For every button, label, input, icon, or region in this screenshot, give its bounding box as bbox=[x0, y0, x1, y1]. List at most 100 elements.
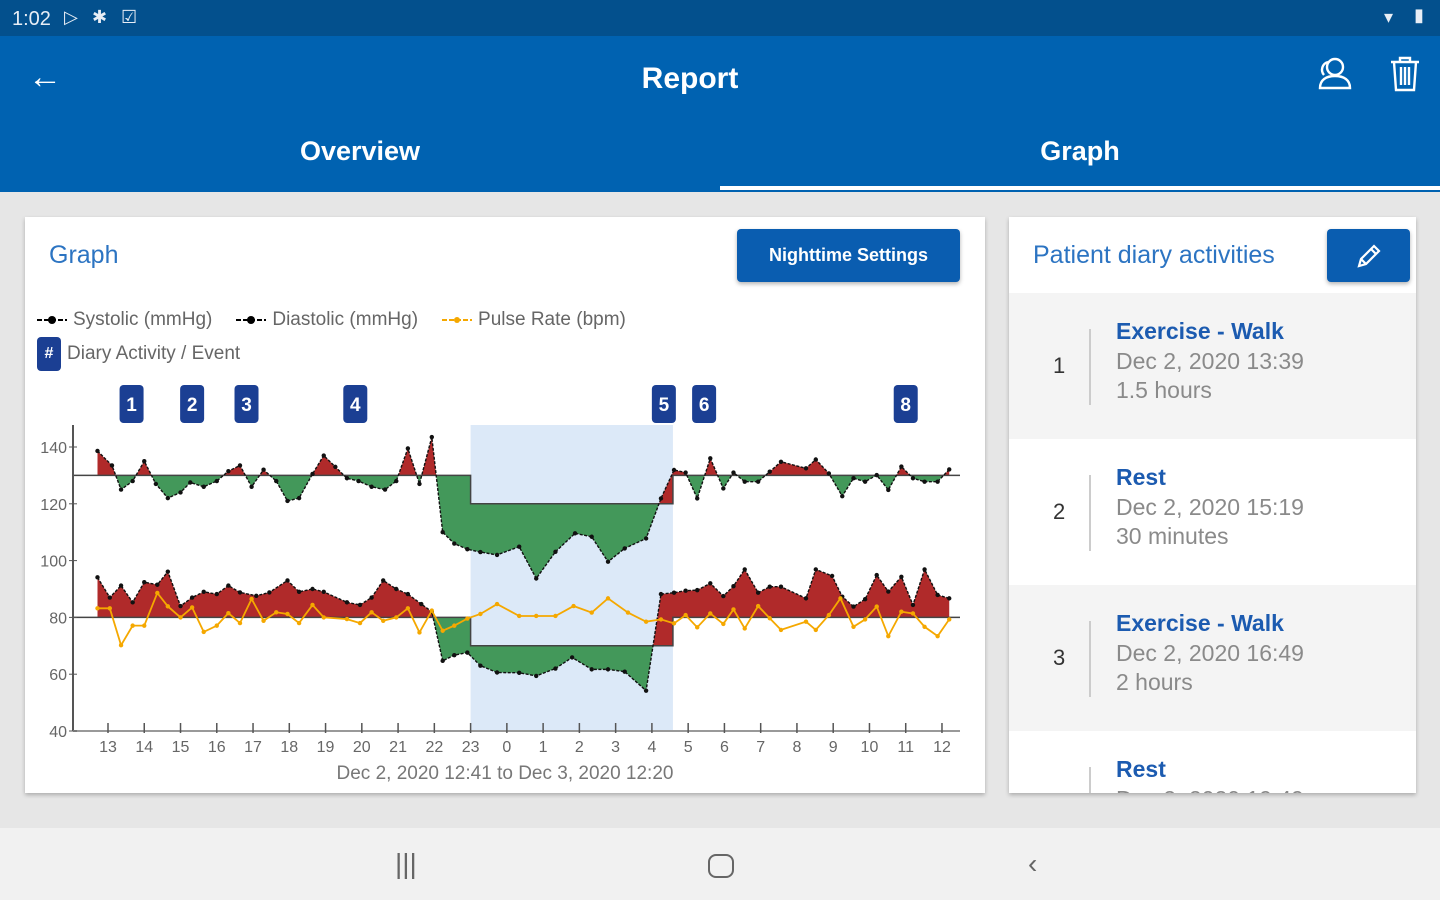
pulse-point bbox=[369, 610, 374, 615]
back-arrow-icon[interactable]: ← bbox=[28, 58, 62, 96]
systolic-point bbox=[947, 467, 952, 472]
diastolic-point bbox=[778, 584, 784, 589]
diary-header: Patient diary activities bbox=[1009, 217, 1416, 293]
nighttime-settings-button[interactable]: Nighttime Settings bbox=[737, 229, 960, 282]
diary-item[interactable]: 3 Exercise - Walk Dec 2, 2020 16:49 2 ho… bbox=[1009, 585, 1416, 731]
diastolic-point bbox=[465, 650, 470, 655]
pulse-point bbox=[778, 627, 784, 633]
trash-icon[interactable] bbox=[1383, 52, 1427, 96]
x-tick-label: 13 bbox=[99, 739, 117, 756]
pulse-point bbox=[452, 623, 457, 628]
pulse-point bbox=[910, 611, 916, 616]
systolic-point bbox=[405, 446, 411, 451]
diastolic-point bbox=[569, 655, 575, 660]
diary-item-divider bbox=[1089, 475, 1091, 551]
systolic-point bbox=[721, 486, 726, 491]
y-tick-label: 80 bbox=[49, 610, 67, 627]
pulse-point bbox=[671, 621, 677, 626]
diastolic-point bbox=[803, 596, 809, 601]
tab-overview[interactable]: Overview bbox=[299, 136, 421, 166]
diastolic-point bbox=[130, 600, 135, 605]
diary-event-marker[interactable]: 5 bbox=[651, 385, 676, 423]
play-icon: ▷ bbox=[64, 7, 78, 27]
diastolic-point bbox=[201, 589, 206, 595]
diary-item[interactable]: 2 Rest Dec 2, 2020 15:19 30 minutes bbox=[1009, 439, 1416, 585]
diastolic-point bbox=[440, 658, 445, 664]
diary-item[interactable]: 4 Rest Dec 2, 2020 19:49 bbox=[1009, 731, 1416, 793]
systolic-point bbox=[321, 453, 326, 458]
pulse-point bbox=[155, 590, 160, 596]
diary-item-number: 2 bbox=[1053, 499, 1066, 524]
pulse-point bbox=[851, 624, 856, 629]
pencil-icon bbox=[1356, 243, 1381, 268]
systolic-point bbox=[333, 464, 338, 470]
diastolic-point bbox=[683, 588, 688, 593]
systolic-point bbox=[755, 479, 761, 484]
diastolic-point bbox=[731, 583, 736, 589]
patient-profile-icon[interactable] bbox=[1311, 52, 1355, 96]
systolic-point bbox=[708, 456, 713, 461]
systolic-point bbox=[296, 495, 302, 501]
diastolic-point bbox=[851, 604, 856, 609]
diary-event-marker[interactable]: 6 bbox=[692, 385, 717, 423]
x-tick-label: 4 bbox=[647, 739, 656, 756]
recent-apps-icon[interactable]: ||| bbox=[395, 848, 417, 879]
pulse-point bbox=[886, 633, 891, 639]
systolic-threshold-line bbox=[73, 474, 960, 505]
pulse-point bbox=[935, 633, 940, 639]
diastolic-legend-swatch bbox=[236, 316, 267, 324]
systolic-point bbox=[95, 448, 100, 454]
systolic-point bbox=[165, 495, 171, 501]
pulse-point bbox=[201, 629, 206, 635]
systolic-point bbox=[553, 549, 558, 554]
diary-event-marker[interactable]: 2 bbox=[180, 385, 205, 423]
diary-item[interactable]: 1 Exercise - Walk Dec 2, 2020 13:39 1.5 … bbox=[1009, 293, 1416, 439]
diary-event-marker[interactable]: 4 bbox=[343, 385, 368, 423]
diastolic-point bbox=[321, 589, 326, 595]
diastolic-threshold-line bbox=[73, 616, 960, 647]
diastolic-point bbox=[267, 590, 272, 595]
diary-event-marker-box bbox=[343, 385, 368, 423]
diastolic-point bbox=[214, 591, 219, 597]
systolic-below-area bbox=[97, 475, 950, 579]
systolic-point bbox=[671, 467, 677, 473]
diastolic-point bbox=[178, 603, 183, 609]
edit-diary-button[interactable] bbox=[1327, 229, 1410, 282]
diary-event-marker[interactable]: 1 bbox=[119, 385, 144, 423]
x-tick-label: 17 bbox=[244, 739, 262, 756]
diastolic-line bbox=[96, 567, 950, 693]
diastolic-point bbox=[910, 602, 916, 608]
tab-graph[interactable]: Graph bbox=[1040, 136, 1120, 166]
x-tick-label: 11 bbox=[897, 739, 914, 756]
diary-event-marker-label: 1 bbox=[126, 395, 137, 416]
diastolic-point bbox=[285, 578, 290, 583]
pulse-point bbox=[494, 601, 500, 607]
diary-event-marker[interactable]: 3 bbox=[234, 385, 259, 423]
pulse-point bbox=[394, 615, 399, 620]
status-time: 1:02 bbox=[12, 8, 51, 30]
pulse-point bbox=[440, 628, 445, 633]
x-tick-label: 3 bbox=[611, 739, 620, 756]
diary-event-marker-label: 6 bbox=[699, 395, 710, 416]
back-icon[interactable]: ‹ bbox=[1028, 848, 1038, 879]
pulse-point bbox=[237, 620, 243, 626]
x-tick-label: 19 bbox=[317, 739, 335, 756]
diastolic-point bbox=[381, 578, 386, 583]
x-tick-label: 14 bbox=[135, 739, 153, 756]
diastolic-point bbox=[155, 582, 160, 587]
pulse-point bbox=[405, 606, 411, 611]
systolic-point bbox=[440, 530, 445, 535]
diastolic-point bbox=[767, 584, 772, 589]
systolic-point bbox=[840, 493, 845, 499]
home-icon[interactable] bbox=[708, 854, 734, 878]
pulse-point bbox=[553, 613, 558, 619]
diary-event-marker-label: 8 bbox=[900, 395, 911, 416]
diastolic-point bbox=[553, 666, 558, 671]
diary-event-marker[interactable]: 8 bbox=[893, 385, 918, 423]
diastolic-point bbox=[813, 567, 818, 572]
systolic-legend-swatch bbox=[37, 316, 67, 324]
pulse-point bbox=[344, 616, 350, 622]
x-tick-label: 12 bbox=[933, 739, 951, 756]
diary-event-marker-label: 4 bbox=[350, 395, 361, 416]
pulse-point bbox=[625, 610, 631, 615]
